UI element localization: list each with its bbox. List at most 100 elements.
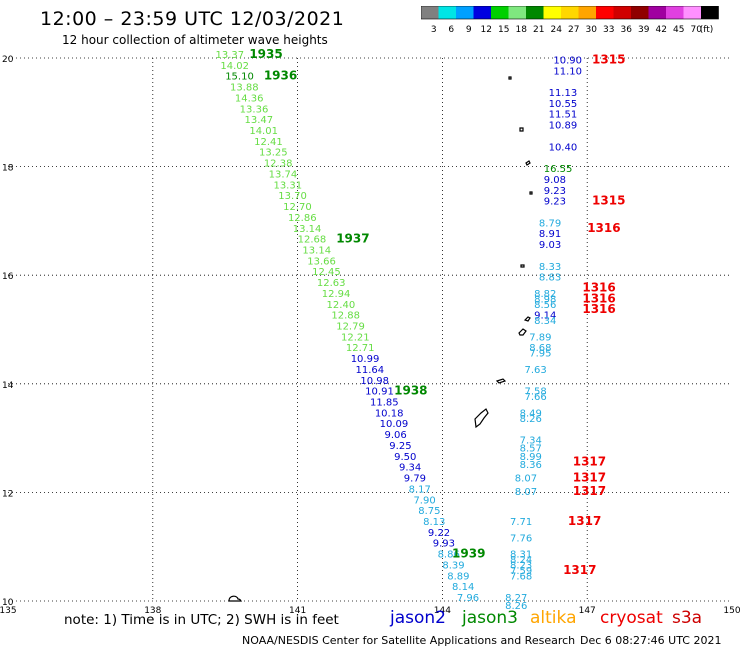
scale-tick-label: 21	[533, 25, 544, 35]
wave-height-label: 12.38	[264, 159, 293, 170]
scale-swatch	[438, 6, 456, 19]
wave-height-label: 7.68	[510, 571, 532, 582]
wave-height-label: 13.14	[293, 224, 322, 235]
lat-tick-label: 18	[2, 164, 14, 174]
wave-height-label: 16.55	[544, 164, 573, 175]
wave-height-label: 9.25	[389, 441, 411, 452]
wave-height-label: 13.31	[273, 180, 302, 191]
wave-height-label: 7.63	[524, 365, 546, 376]
pass-time-label: 1317	[573, 454, 606, 468]
lon-tick-label: 144	[434, 606, 451, 616]
wave-height-label: 7.58	[524, 387, 546, 398]
wave-height-label: 9.06	[384, 430, 406, 441]
lat-tick-label: 16	[2, 272, 14, 282]
wave-height-label: 8.83	[539, 273, 561, 284]
wave-height-label: 12.41	[254, 137, 283, 148]
wave-height-label: 8.79	[539, 218, 561, 229]
scale-swatch	[613, 6, 631, 19]
lon-tick-label: 135	[0, 606, 17, 616]
wave-height-label: 8.26	[505, 601, 527, 612]
scale-tick-label: 6	[448, 25, 454, 35]
pass-time-label: 1316	[582, 302, 615, 316]
wave-height-label: 12.88	[331, 311, 360, 322]
island-landmass	[518, 328, 527, 336]
wave-height-label: 9.03	[539, 240, 561, 251]
scale-swatch	[491, 6, 509, 19]
scale-swatch	[456, 6, 474, 19]
wave-height-label: 8.27	[505, 593, 527, 604]
lat-tick-label: 10	[2, 598, 14, 608]
pass-time-label: 1317	[563, 563, 596, 577]
scale-swatch	[666, 6, 684, 19]
satellite-legend-item: jason3	[462, 608, 518, 628]
wave-height-label: 12.79	[336, 322, 365, 333]
wave-height-label: 12.71	[346, 343, 375, 354]
scale-tick-label: 15	[498, 25, 509, 35]
wave-height-label: 7.71	[510, 517, 532, 528]
wave-height-label: 8.07	[515, 474, 537, 485]
wave-height-label: 10.55	[549, 99, 578, 110]
wave-height-label: 10.18	[375, 408, 404, 419]
wave-height-label: 13.70	[278, 191, 307, 202]
wave-height-label: 8.68	[529, 343, 551, 354]
wave-height-label: 12.70	[283, 202, 312, 213]
scale-swatch	[526, 6, 544, 19]
wave-height-label: 7.66	[524, 392, 546, 403]
pass-time-label: 1316	[587, 221, 620, 235]
wave-height-label: 10.89	[549, 121, 578, 132]
wave-height-label: 8.17	[409, 484, 431, 495]
satellite-legend-item: cryosat	[600, 608, 663, 628]
wave-height-label: 12.94	[322, 289, 351, 300]
pass-time-label: 1317	[573, 471, 606, 485]
pass-time-label: 1936	[264, 69, 297, 83]
scale-swatch	[631, 6, 649, 19]
wave-height-label: 10.99	[351, 354, 380, 365]
island-landmass	[529, 191, 533, 195]
lon-tick-label: 150	[723, 606, 740, 616]
wave-height-label: 8.86	[438, 550, 460, 561]
scale-tick-label: 18	[516, 25, 528, 35]
pass-time-label: 1939	[452, 547, 485, 561]
wave-height-label: 9.08	[544, 175, 566, 186]
scale-unit: (ft)	[700, 25, 714, 35]
wave-height-label: 8.57	[520, 444, 542, 455]
pass-time-label: 1316	[582, 280, 615, 294]
pass-time-label: 1315	[592, 194, 625, 208]
wave-height-label: 12.21	[341, 332, 370, 343]
scale-swatch	[561, 6, 579, 19]
wave-height-label: 14.36	[235, 93, 264, 104]
scale-tick-label: 33	[603, 25, 614, 35]
wave-height-label: 8.07	[515, 487, 537, 498]
wave-height-label: 8.75	[418, 506, 440, 517]
wave-height-label: 10.09	[380, 419, 409, 430]
scale-tick-label: 12	[481, 25, 492, 35]
wave-height-label: 13.36	[240, 104, 269, 115]
wave-height-label: 8.91	[539, 229, 561, 240]
wave-height-label: 10.91	[365, 387, 394, 398]
scale-tick-label: 27	[568, 25, 579, 35]
lat-tick-label: 12	[2, 489, 13, 499]
scale-swatch	[473, 6, 491, 19]
wave-height-label: 8.56	[534, 300, 556, 311]
wave-height-label: 9.93	[433, 539, 455, 550]
wave-height-label: 8.99	[520, 452, 542, 463]
island-landmass	[474, 408, 489, 429]
wave-height-label: 9.34	[399, 463, 421, 474]
satellite-legend-item: altika	[530, 608, 577, 628]
wave-height-label: 13.14	[302, 245, 331, 256]
scale-swatch	[543, 6, 561, 19]
wave-height-label: 7.34	[520, 436, 542, 447]
pass-time-label: 1938	[394, 384, 427, 398]
wave-height-label: 12.68	[298, 235, 327, 246]
wave-height-label: 13.74	[269, 169, 298, 180]
wave-height-label: 10.40	[549, 142, 578, 153]
title: 12:00 – 23:59 UTC 12/03/2021	[40, 8, 345, 30]
wave-height-label: 7.95	[529, 349, 551, 360]
wave-height-label: 8.39	[442, 560, 464, 571]
scale-tick-label: 39	[638, 25, 650, 35]
pass-time-label: 1317	[568, 514, 601, 528]
wave-height-label: 13.88	[230, 83, 259, 94]
pass-time-label: 1935	[249, 47, 282, 61]
island-landmass	[525, 160, 531, 166]
